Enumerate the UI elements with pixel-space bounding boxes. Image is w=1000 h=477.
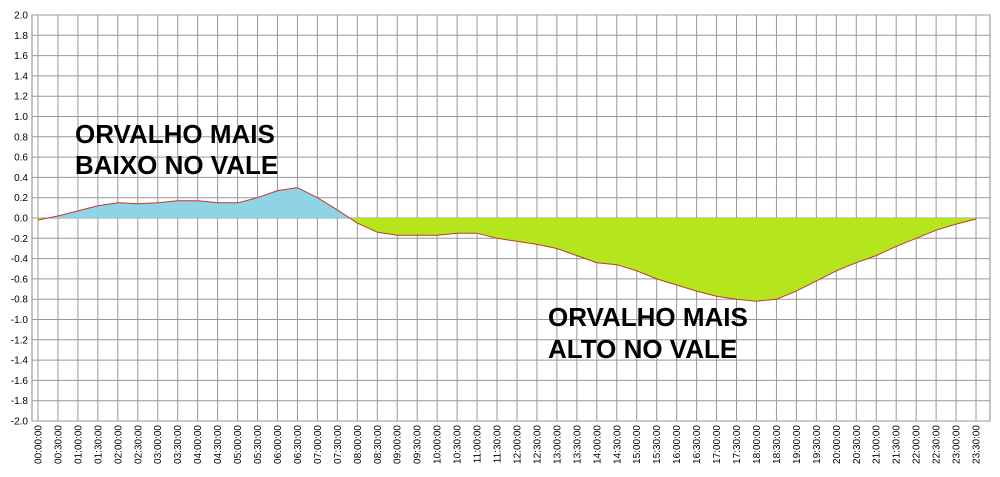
x-tick-label: 22:00:00 xyxy=(912,425,923,464)
annotation: ORVALHO MAIS xyxy=(548,302,748,332)
x-tick-label: 10:00:00 xyxy=(433,425,444,464)
x-tick-label: 09:00:00 xyxy=(393,425,404,464)
x-tick-label: 05:00:00 xyxy=(233,425,244,464)
y-tick-label: -0.8 xyxy=(11,295,29,306)
x-tick-label: 14:00:00 xyxy=(592,425,603,464)
x-tick-label: 03:30:00 xyxy=(173,425,184,464)
x-tick-label: 13:00:00 xyxy=(552,425,563,464)
y-tick-label: 1.8 xyxy=(14,31,28,42)
x-tick-label: 19:30:00 xyxy=(812,425,823,464)
y-tick-label: 1.6 xyxy=(14,51,28,62)
x-tick-label: 16:30:00 xyxy=(692,425,703,464)
x-tick-label: 16:00:00 xyxy=(672,425,683,464)
x-tick-label: 20:00:00 xyxy=(832,425,843,464)
x-tick-label: 13:30:00 xyxy=(572,425,583,464)
x-tick-label: 05:30:00 xyxy=(253,425,264,464)
area-above xyxy=(38,187,976,218)
x-tick-label: 17:30:00 xyxy=(732,425,743,464)
y-tick-label: -1.0 xyxy=(11,315,29,326)
x-tick-label: 12:00:00 xyxy=(512,425,523,464)
x-tick-label: 11:30:00 xyxy=(493,425,504,464)
y-tick-label: -0.2 xyxy=(11,234,29,245)
annotation: ALTO NO VALE xyxy=(548,334,737,364)
y-tick-label: 1.0 xyxy=(14,112,28,123)
x-tick-label: 23:00:00 xyxy=(952,425,963,464)
x-tick-label: 19:00:00 xyxy=(792,425,803,464)
x-tick-label: 02:30:00 xyxy=(133,425,144,464)
x-tick-label: 04:30:00 xyxy=(213,425,224,464)
y-tick-label: 2.0 xyxy=(14,11,28,22)
y-tick-label: 1.2 xyxy=(14,92,28,103)
x-tick-label: 04:00:00 xyxy=(193,425,204,464)
y-tick-label: -0.6 xyxy=(11,274,29,285)
x-tick-label: 00:30:00 xyxy=(53,425,64,464)
y-tick-label: 0.0 xyxy=(14,214,28,225)
x-tick-label: 18:30:00 xyxy=(772,425,783,464)
x-tick-label: 01:00:00 xyxy=(73,425,84,464)
x-tick-label: 11:00:00 xyxy=(473,425,484,464)
x-tick-label: 01:30:00 xyxy=(93,425,104,464)
x-tick-label: 07:30:00 xyxy=(333,425,344,464)
x-tick-label: 06:00:00 xyxy=(273,425,284,464)
y-tick-label: 0.4 xyxy=(14,173,28,184)
x-tick-label: 03:00:00 xyxy=(153,425,164,464)
annotation: BAIXO NO VALE xyxy=(75,150,278,180)
y-tick-label: -2.0 xyxy=(11,417,29,428)
x-tick-label: 08:30:00 xyxy=(373,425,384,464)
annotation: ORVALHO MAIS xyxy=(75,119,275,149)
x-tick-label: 21:30:00 xyxy=(892,425,903,464)
x-tick-label: 18:00:00 xyxy=(752,425,763,464)
area-below xyxy=(38,218,976,302)
x-tick-label: 09:30:00 xyxy=(413,425,424,464)
x-tick-label: 20:30:00 xyxy=(852,425,863,464)
y-tick-label: -1.4 xyxy=(11,356,29,367)
x-tick-label: 00:00:00 xyxy=(33,425,44,464)
x-tick-label: 12:30:00 xyxy=(532,425,543,464)
y-tick-label: -1.2 xyxy=(11,335,29,346)
x-tick-label: 06:30:00 xyxy=(293,425,304,464)
x-tick-label: 15:30:00 xyxy=(652,425,663,464)
x-tick-label: 10:30:00 xyxy=(453,425,464,464)
y-tick-label: -1.6 xyxy=(11,376,29,387)
y-tick-label: 0.8 xyxy=(14,132,28,143)
x-tick-label: 14:30:00 xyxy=(612,425,623,464)
x-tick-label: 22:30:00 xyxy=(932,425,943,464)
line xyxy=(37,187,977,302)
y-tick-label: 1.4 xyxy=(14,71,28,82)
x-tick-label: 07:00:00 xyxy=(313,425,324,464)
x-tick-label: 21:00:00 xyxy=(872,425,883,464)
y-tick-label: 0.2 xyxy=(14,193,28,204)
x-tick-label: 02:00:00 xyxy=(113,425,124,464)
x-tick-label: 23:30:00 xyxy=(972,425,983,464)
y-tick-label: 0.6 xyxy=(14,153,28,164)
x-tick-label: 17:00:00 xyxy=(712,425,723,464)
y-tick-label: -1.8 xyxy=(11,396,29,407)
y-tick-label: -0.4 xyxy=(11,254,29,265)
x-tick-label: 08:00:00 xyxy=(353,425,364,464)
x-tick-label: 15:00:00 xyxy=(632,425,643,464)
